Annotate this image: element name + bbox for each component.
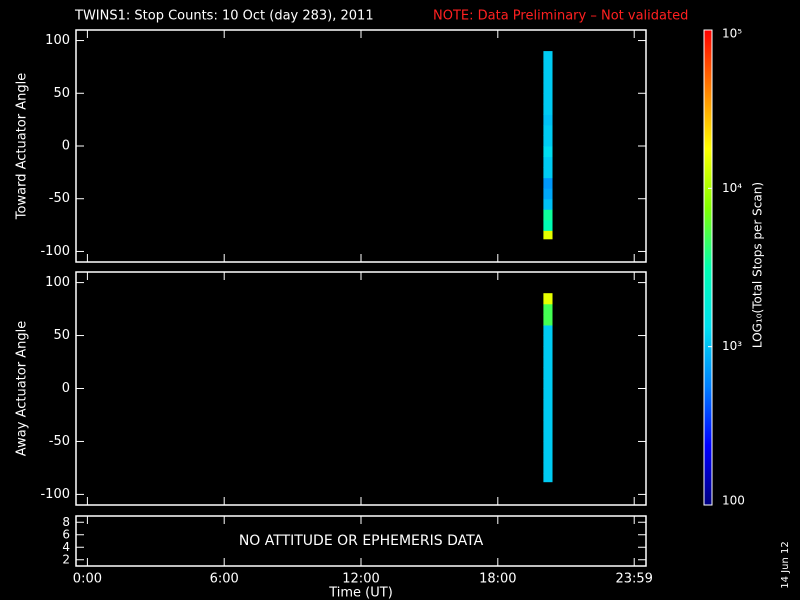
x-tick-label: 6:00 xyxy=(210,572,239,587)
heatmap-cell xyxy=(543,293,553,305)
heatmap-cell xyxy=(543,324,553,337)
heatmap-cell xyxy=(543,61,553,73)
y-tick-label: -100 xyxy=(40,487,70,502)
heatmap-cell xyxy=(543,72,553,84)
heatmap-cell xyxy=(543,167,553,179)
colorbar-tick-label: 10⁵ xyxy=(722,27,742,41)
x-tick-label: 12:00 xyxy=(342,572,379,587)
annotation: NO ATTITUDE OR EPHEMERIS DATA xyxy=(239,533,484,549)
heatmap-cell xyxy=(543,135,553,147)
heatmap-cell xyxy=(543,441,553,453)
heatmap-cell xyxy=(543,462,553,474)
y-tick-label: 100 xyxy=(45,275,70,290)
heatmap-cell xyxy=(543,388,553,400)
heatmap-cell xyxy=(543,377,553,389)
y-tick-label: 100 xyxy=(45,33,70,48)
heatmap-cell xyxy=(543,177,553,189)
heatmap-cell xyxy=(543,156,553,168)
heatmap-cell xyxy=(543,198,553,210)
y-tick-label: -100 xyxy=(40,244,70,259)
y-tick-label: 6 xyxy=(62,527,70,541)
heatmap-cell xyxy=(543,420,553,432)
heatmap-cell xyxy=(543,335,553,347)
y-tick-label: 8 xyxy=(62,515,70,529)
heatmap-cell xyxy=(543,430,553,442)
heatmap-cell xyxy=(543,367,553,379)
y-tick-label: 0 xyxy=(62,139,70,154)
x-tick-label: 18:00 xyxy=(479,572,516,587)
heatmap-cell xyxy=(543,219,553,231)
y-tick-label: 50 xyxy=(53,86,70,101)
heatmap-cell xyxy=(543,452,553,464)
heatmap-cell xyxy=(543,209,553,221)
note: NOTE: Data Preliminary – Not validated xyxy=(433,9,688,24)
y-tick-label: 0 xyxy=(62,381,70,396)
y-tick-label: -50 xyxy=(49,191,70,206)
x-tick-label: 0:00 xyxy=(73,572,102,587)
y-tick-label: 4 xyxy=(62,540,70,554)
colorbar-tick-label: 100 xyxy=(722,494,745,508)
heatmap-cell xyxy=(543,303,553,315)
heatmap-cell xyxy=(543,314,553,326)
chart-title: TWINS1: Stop Counts: 10 Oct (day 283), 2… xyxy=(74,9,374,24)
colorbar-title: LOG₁₀(Total Stops per Scan) xyxy=(751,182,765,348)
heatmap-cell xyxy=(543,473,553,483)
x-axis-label: Time (UT) xyxy=(328,586,393,600)
heatmap-cell xyxy=(543,356,553,368)
heatmap-cell xyxy=(543,146,553,158)
heatmap-cell xyxy=(543,82,553,94)
x-tick-label: 23:59 xyxy=(615,572,652,587)
heatmap-cell xyxy=(543,188,553,200)
colorbar-tick-label: 10³ xyxy=(722,339,742,353)
y-tick-label: 2 xyxy=(62,552,70,566)
y-tick-label: 50 xyxy=(53,328,70,343)
heatmap-cell xyxy=(543,93,553,105)
heatmap-cell xyxy=(543,124,553,136)
y-axis-label: Toward Actuator Angle xyxy=(15,73,30,220)
y-tick-label: -50 xyxy=(49,434,70,449)
heatmap-cell xyxy=(543,230,553,240)
colorbar-tick-label: 10⁴ xyxy=(722,181,742,195)
colorbar xyxy=(703,29,713,506)
heatmap-cell xyxy=(543,399,553,411)
heatmap-cell xyxy=(543,51,553,63)
date-stamp: 14 Jun 12 xyxy=(780,541,791,588)
y-axis-label: Away Actuator Angle xyxy=(15,321,30,456)
heatmap-cell xyxy=(543,114,553,126)
heatmap-cell xyxy=(543,103,553,115)
heatmap-cell xyxy=(543,409,553,421)
heatmap-cell xyxy=(543,346,553,358)
